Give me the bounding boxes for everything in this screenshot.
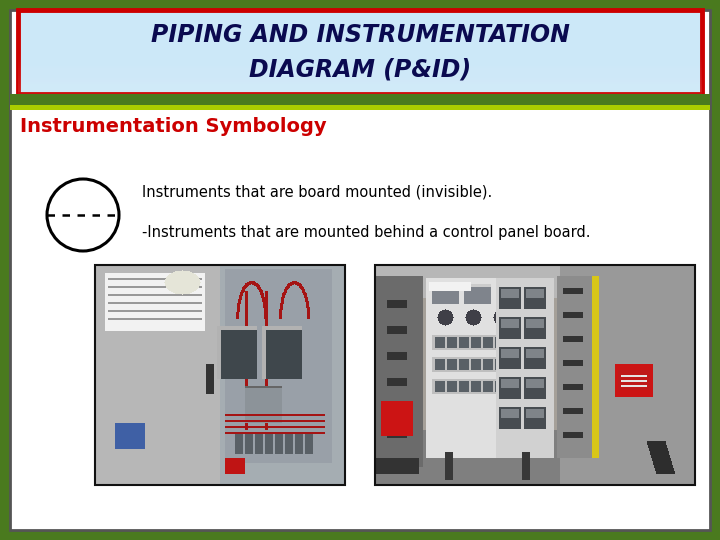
FancyBboxPatch shape [10, 10, 710, 530]
Text: PIPING AND INSTRUMENTATION: PIPING AND INSTRUMENTATION [150, 23, 570, 47]
FancyBboxPatch shape [18, 88, 702, 92]
Text: Instruments that are board mounted (invisible).: Instruments that are board mounted (invi… [142, 185, 492, 199]
Text: Instrumentation Symbology: Instrumentation Symbology [20, 118, 327, 137]
Text: -Instruments that are mounted behind a control panel board.: -Instruments that are mounted behind a c… [142, 225, 590, 240]
FancyBboxPatch shape [10, 105, 710, 110]
FancyBboxPatch shape [18, 90, 702, 94]
FancyBboxPatch shape [18, 86, 702, 90]
FancyBboxPatch shape [10, 94, 710, 107]
FancyBboxPatch shape [18, 10, 702, 94]
FancyBboxPatch shape [18, 84, 702, 88]
Text: DIAGRAM (P&ID): DIAGRAM (P&ID) [249, 57, 471, 81]
